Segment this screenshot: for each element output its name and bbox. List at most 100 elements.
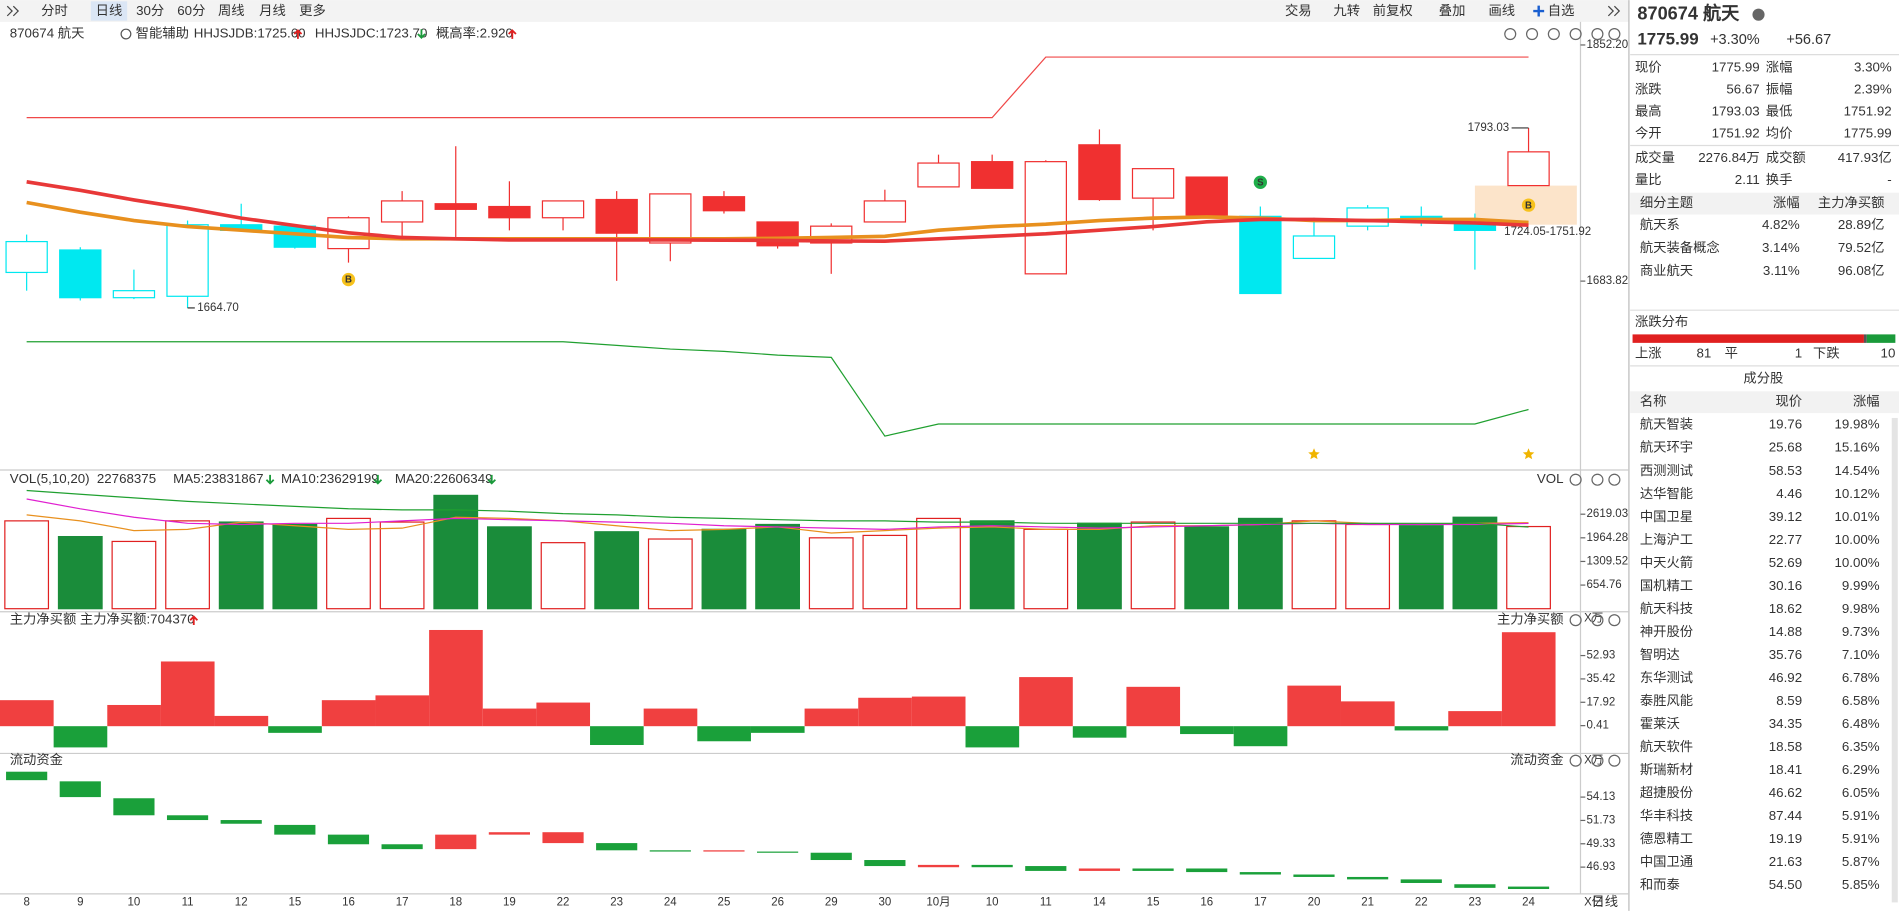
stock-price-cell: 18.41 (1769, 762, 1802, 777)
pane-tool[interactable] (1547, 27, 1560, 41)
stock-name-cell[interactable]: 航天软件 (1640, 739, 1693, 754)
legend-item: MA20:22606349 (395, 471, 493, 486)
liquidity-bar (59, 781, 101, 798)
legend-assist[interactable]: 智能辅助 (136, 26, 189, 41)
quote-value: 1751.92 (1844, 104, 1892, 119)
volume-bar (165, 520, 210, 610)
assist-icon[interactable] (120, 28, 132, 40)
toolbar-button[interactable]: 前复权 (1373, 2, 1413, 18)
volume-bar (755, 523, 801, 610)
pane-tool[interactable] (1591, 614, 1604, 627)
pane-tool[interactable] (1591, 754, 1604, 767)
x-tick-label: 17 (396, 896, 409, 908)
pane-tool[interactable] (1569, 27, 1582, 41)
stock-name-cell[interactable]: 中国卫星 (1640, 509, 1693, 524)
stock-change: +56.67 (1786, 32, 1831, 48)
liquidity-bar (1132, 868, 1174, 871)
candle-body (380, 200, 424, 223)
liquidity-bar (166, 815, 209, 821)
stock-name-cell[interactable]: 达华智能 (1640, 486, 1693, 501)
liquidity-bar (1025, 866, 1067, 871)
toolbar-button[interactable]: 分时 (41, 3, 68, 18)
net-buy-bar (482, 708, 537, 727)
pane-tool[interactable] (1525, 27, 1539, 41)
annotation: 1793.03 (1468, 122, 1510, 134)
stock-name-cell[interactable]: 华丰科技 (1640, 808, 1693, 823)
pane-tool[interactable] (1608, 754, 1621, 767)
pane-tool[interactable] (1504, 27, 1517, 41)
collapse-icon[interactable] (6, 5, 20, 17)
up-bar (1632, 334, 1864, 343)
stock-name-cell[interactable]: 智明达 (1640, 647, 1680, 662)
liquidity-bar (596, 843, 638, 851)
pane-tool[interactable] (1608, 27, 1621, 41)
quote-value: 417.93亿 (1838, 150, 1892, 165)
net-buy-bar (643, 708, 698, 727)
toolbar-button[interactable]: 画线 (1488, 3, 1515, 18)
stock-pct-cell: 6.58% (1842, 693, 1880, 708)
stock-name-cell[interactable]: 航天环宇 (1640, 440, 1693, 455)
toolbar-button[interactable]: 叠加 (1439, 3, 1466, 18)
x-tick-label: 12 (235, 896, 248, 908)
stock-name-cell[interactable]: 东华测试 (1640, 670, 1693, 685)
stock-pct-cell: 10.00% (1834, 532, 1879, 547)
stock-name-cell[interactable]: 中国卫通 (1640, 854, 1693, 869)
stock-name-cell[interactable]: 上海沪工 (1640, 532, 1693, 547)
toolbar-button[interactable]: 日线 (96, 3, 123, 18)
pane-tool[interactable] (1569, 754, 1582, 767)
candle-body (488, 205, 531, 219)
stock-name-cell[interactable]: 霍莱沃 (1640, 716, 1680, 731)
stock-pct-cell: 9.99% (1842, 578, 1880, 593)
toolbar-button[interactable]: 自选 (1548, 3, 1575, 18)
stock-name-cell[interactable]: 德恩精工 (1640, 831, 1693, 846)
stock-pct-cell: 6.35% (1842, 739, 1880, 754)
toolbar-button[interactable]: 月线 (259, 3, 286, 18)
scrollbar (1891, 417, 1898, 903)
stock-name-cell[interactable]: 和而泰 (1640, 877, 1680, 892)
stock-name-cell[interactable]: 航天智装 (1640, 417, 1693, 432)
pane-tool[interactable] (1608, 473, 1621, 486)
expand-icon[interactable] (1607, 5, 1621, 17)
toolbar-button[interactable]: 九转 (1333, 3, 1360, 18)
candle-body (1078, 144, 1121, 201)
pane-tool[interactable] (1591, 473, 1604, 486)
info-icon[interactable] (1752, 8, 1765, 21)
stock-name-cell[interactable]: 斯瑞新材 (1640, 762, 1693, 777)
toolbar-button[interactable]: 交易 (1285, 2, 1312, 18)
stock-name-cell[interactable]: 超捷股份 (1640, 785, 1693, 800)
quote-value: 2276.84万 (1698, 150, 1759, 165)
quote-value: 1775.99 (1844, 126, 1892, 141)
pane-tool[interactable] (1591, 27, 1604, 41)
liquidity-bar (435, 834, 477, 850)
toolbar-button[interactable]: 更多 (299, 2, 326, 18)
indicator-line (26, 179, 1529, 243)
net-buy-bar (1501, 632, 1556, 727)
x-tick-label: 30 (878, 896, 891, 908)
net-buy-bar (1019, 677, 1073, 727)
stock-name-cell[interactable]: 泰胜风能 (1640, 693, 1693, 708)
y-tick-label: 2619.03 (1587, 508, 1629, 520)
stock-name-cell[interactable]: 神开股份 (1640, 624, 1693, 639)
pane-tool[interactable] (1608, 614, 1621, 627)
net-buy-bar (590, 726, 644, 746)
stock-name-cell[interactable]: 中天火箭 (1640, 554, 1693, 570)
pane-tool[interactable] (1569, 614, 1582, 627)
legend-item: MA10:23629199 (281, 471, 379, 486)
indicator-line (26, 498, 1529, 530)
stock-name-cell[interactable]: 西测测试 (1640, 463, 1693, 478)
signal-label: B (1525, 200, 1532, 211)
x-tick-label: 22 (557, 896, 570, 908)
stock-price-cell: 52.69 (1769, 555, 1802, 570)
liquidity-bar (971, 864, 1013, 868)
table-header-cell: 现价 (1775, 394, 1802, 409)
toolbar-button[interactable]: 30分 (136, 3, 164, 18)
stock-name-cell[interactable]: 国机精工 (1640, 578, 1693, 593)
volume-bar (808, 537, 854, 610)
stock-name-cell[interactable]: 航天科技 (1640, 601, 1693, 616)
stock-pct-cell: 6.29% (1842, 762, 1880, 777)
toolbar-button[interactable]: 60分 (177, 3, 205, 18)
pane-tool[interactable] (1569, 473, 1582, 486)
toolbar-button[interactable]: 周线 (218, 3, 245, 18)
stock-pct-cell: 9.98% (1842, 601, 1880, 616)
net-buy-bar (1233, 726, 1288, 747)
